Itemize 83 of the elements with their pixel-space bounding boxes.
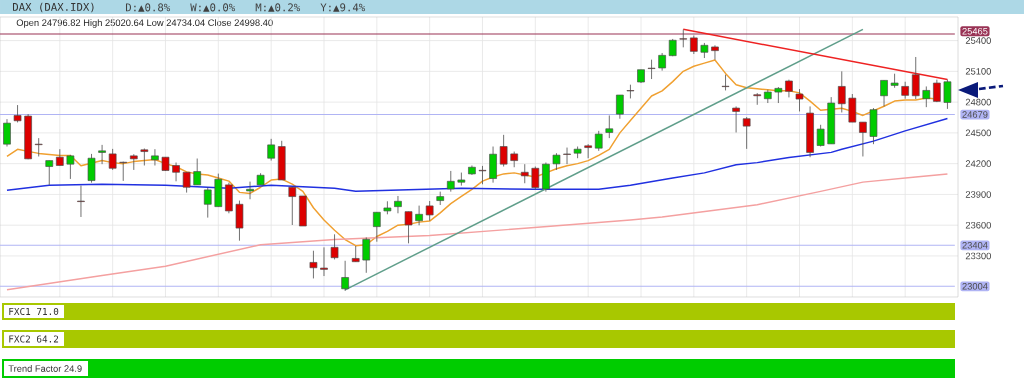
text: D:▲0.8%	[125, 3, 171, 12]
candlestick	[531, 166, 540, 190]
candlestick	[911, 56, 920, 100]
candlestick	[679, 29, 688, 48]
candlestick	[203, 187, 212, 218]
candlestick	[795, 88, 804, 112]
candlestick	[457, 172, 466, 187]
candlestick	[499, 134, 508, 167]
candlestick	[605, 115, 614, 139]
candlestick	[129, 153, 138, 171]
candlestick	[140, 148, 149, 166]
candlestick	[753, 92, 762, 106]
candlestick	[943, 79, 952, 110]
candlestick	[182, 171, 191, 193]
candlestick	[362, 237, 371, 274]
text: FXC2 64.2	[9, 335, 59, 343]
candlestick	[647, 59, 656, 80]
candlestick	[193, 158, 202, 186]
candlestick	[425, 200, 434, 222]
candlestick	[394, 195, 402, 214]
candlestick	[732, 106, 740, 133]
candlestick	[816, 124, 825, 147]
text: Trend Factor 24.9	[8, 365, 82, 372]
y-tick-label: 25400	[965, 37, 991, 44]
candlestick	[77, 185, 85, 218]
text: M:▲0.2%	[255, 3, 301, 12]
candlestick	[172, 162, 180, 182]
candlestick	[330, 233, 339, 260]
y-tick-label: 24500	[965, 129, 991, 137]
candlestick	[3, 118, 11, 147]
candlestick	[108, 148, 117, 171]
ref-line-label: 23004	[962, 283, 988, 290]
candlestick	[98, 144, 106, 165]
line-series	[6, 117, 949, 193]
text: FXC1 71.0	[9, 307, 59, 315]
candlestick	[563, 147, 571, 165]
ref-line-label: 24679	[962, 111, 988, 118]
candlestick	[119, 161, 128, 182]
candlestick	[246, 181, 254, 200]
candlestick	[711, 44, 719, 61]
candlestick	[151, 148, 159, 166]
ref-line-label: 25465	[962, 27, 988, 35]
candlestick	[721, 74, 730, 91]
y-tick-label: 23900	[965, 191, 991, 198]
candlestick	[859, 121, 867, 157]
line-series	[6, 173, 949, 291]
candlestick	[626, 84, 635, 99]
candlestick	[351, 245, 360, 263]
candlestick	[373, 211, 381, 243]
candlestick	[267, 138, 275, 161]
y-tick-label: 23300	[965, 252, 991, 260]
candlestick	[584, 143, 592, 159]
candlestick	[616, 94, 624, 120]
candlestick	[235, 200, 244, 242]
candlestick	[66, 154, 75, 180]
candlestick	[478, 165, 487, 185]
candlestick	[341, 260, 349, 292]
text: W:▲0.0%	[190, 3, 236, 12]
candlestick	[309, 250, 318, 279]
candlestick	[890, 73, 899, 89]
candlestick	[848, 93, 857, 123]
candlestick	[288, 186, 297, 226]
chart-title: DAX (DAX.IDX)	[12, 2, 94, 13]
candlestick	[520, 163, 529, 184]
chart-subtitle: Open 24796.82 High 25020.64 Low 24734.04 Close 24998.40	[16, 19, 273, 28]
y-tick-label: 25100	[965, 68, 991, 75]
candlestick	[415, 205, 423, 226]
candlestick	[87, 153, 96, 184]
candlestick	[320, 246, 328, 277]
ref-line-label: 23404	[962, 242, 988, 249]
candlestick	[446, 170, 455, 193]
candlestick	[404, 211, 413, 244]
candlestick	[45, 160, 54, 186]
candlestick	[880, 79, 888, 107]
y-tick-label: 24800	[965, 98, 991, 106]
candlestick	[690, 35, 698, 55]
candlestick	[922, 86, 931, 108]
candlestick	[594, 130, 603, 152]
candlestick	[742, 116, 751, 150]
text: Y:▲9.4%	[320, 3, 366, 12]
candlestick	[837, 70, 846, 113]
y-tick-label: 24200	[965, 160, 991, 167]
y-tick-label: 23600	[965, 221, 991, 229]
